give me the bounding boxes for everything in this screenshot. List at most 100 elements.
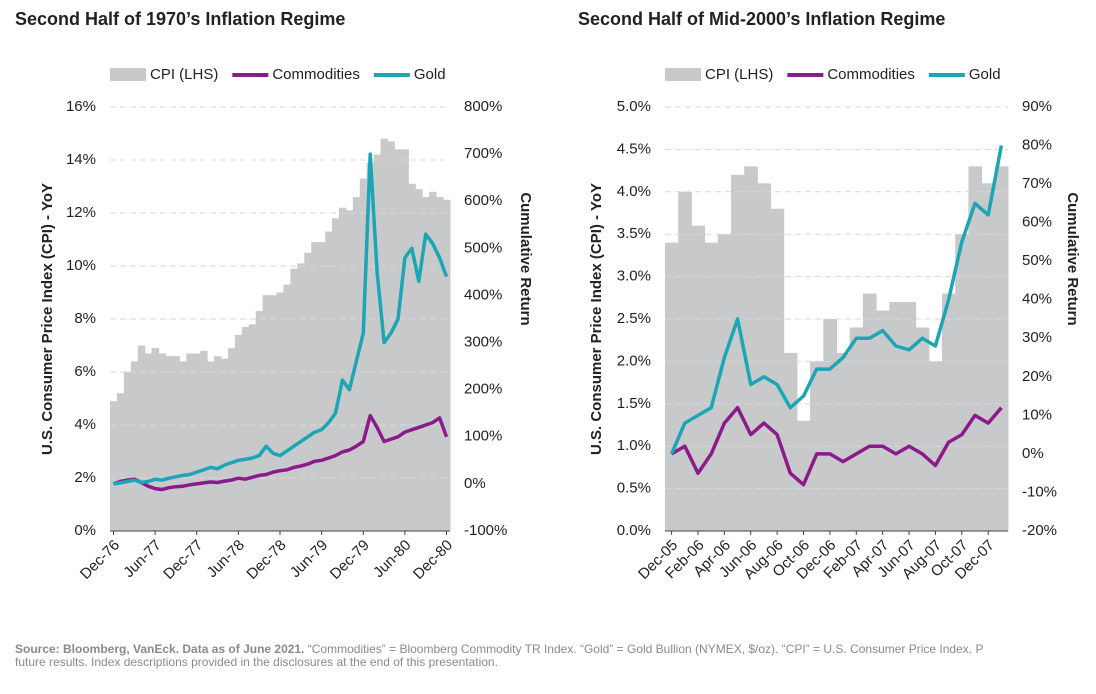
cpi-bar [151, 348, 160, 531]
legend-label: Commodities [827, 66, 915, 83]
cpi-bar [179, 361, 187, 531]
cpi-bar [981, 183, 996, 531]
y2-tick-label: 20% [1022, 368, 1052, 385]
cpi-bar [241, 326, 250, 531]
legend-label: Gold [969, 66, 1001, 83]
x-tick-label: Dec-79 [327, 537, 373, 583]
legend-label: CPI (LHS) [705, 66, 773, 83]
cpi-bar [665, 242, 679, 531]
y2-axis-title: Cumulative Return [1064, 192, 1081, 325]
cpi-bar [165, 356, 173, 531]
y2-tick-label: 100% [464, 428, 502, 445]
cpi-bar [227, 348, 236, 531]
y-tick-label: 16% [66, 98, 96, 115]
footnote-text: “Commodities” = Bloomberg Commodity TR I… [304, 642, 983, 656]
cpi-bar [338, 207, 347, 531]
cpi-bar [172, 356, 180, 531]
cpi-bar [123, 372, 132, 531]
y-tick-label: 0% [74, 522, 96, 539]
y2-tick-label: 600% [464, 192, 502, 209]
cpi-bar [255, 311, 264, 531]
y2-tick-label: 800% [464, 98, 502, 115]
legend-swatch [110, 68, 146, 81]
cpi-bar [366, 162, 375, 531]
y2-tick-label: 700% [464, 145, 502, 162]
y2-tick-label: 0% [1022, 445, 1044, 462]
y-tick-label: 8% [74, 310, 96, 327]
y-tick-label: 14% [66, 151, 96, 168]
cpi-bar [823, 319, 837, 531]
cpi-bar [408, 183, 416, 531]
cpi-bar [757, 183, 772, 531]
cpi-bar [889, 302, 903, 531]
series-line [670, 405, 1003, 487]
y2-tick-label: 200% [464, 381, 502, 398]
y-tick-label: 5.0% [617, 98, 651, 115]
cpi-bar [401, 149, 409, 531]
y-axis-title: U.S. Consumer Price Index (CPI) - YoY [39, 183, 56, 455]
legend-label: Gold [414, 66, 446, 83]
cpi-bar [691, 225, 706, 531]
y-axis-title: U.S. Consumer Price Index (CPI) - YoY [588, 183, 605, 455]
cpi-bar [283, 284, 291, 531]
y-tick-label: 4% [74, 416, 96, 433]
cpi-bar [269, 295, 278, 531]
cpi-bar [116, 393, 125, 531]
cpi-bar [968, 166, 983, 532]
cpi-bar [902, 302, 917, 531]
cpi-bar [290, 268, 298, 531]
cpi-bar [387, 141, 395, 531]
cpi-bar [436, 197, 444, 531]
footnote-line: future results. Index descriptions provi… [15, 655, 498, 669]
legend-label: Commodities [272, 66, 360, 83]
cpi-bar [193, 353, 201, 531]
x-tick-label: Jun-78 [204, 537, 248, 581]
y-tick-label: 3.5% [617, 225, 651, 242]
cpi-bar [137, 345, 146, 531]
cpi-bar [836, 352, 851, 531]
series-line [669, 145, 1004, 455]
y-tick-label: 12% [66, 204, 96, 221]
cpi-bar [221, 358, 229, 531]
cpi-bar [110, 401, 118, 531]
x-tick-label: Jun-80 [370, 537, 414, 581]
cpi-bar [332, 218, 340, 532]
y-tick-label: 4.0% [617, 183, 651, 200]
series-line [112, 413, 449, 492]
cpi-bar [443, 199, 451, 531]
cpi-bar [311, 242, 319, 531]
y2-tick-label: 80% [1022, 137, 1052, 154]
y2-tick-label: 90% [1022, 98, 1052, 115]
cpi-bar [144, 353, 153, 531]
y2-tick-label: 50% [1022, 252, 1052, 269]
cpi-bar [862, 293, 877, 531]
cpi-bar [422, 197, 430, 531]
cpi-bar [304, 252, 312, 531]
cpi-bar [942, 293, 956, 531]
x-tick-label: Jun-77 [120, 537, 164, 581]
cpi-bar [994, 166, 1009, 532]
x-tick-label: Dec-78 [243, 537, 289, 583]
y2-tick-label: 40% [1022, 291, 1052, 308]
x-tick-label: Dec-77 [160, 537, 206, 583]
footnote: Source: Bloomberg, VanEck. Data as of Ju… [15, 642, 983, 656]
cpi-bar [276, 292, 284, 531]
cpi-bar [429, 191, 437, 532]
cpi-bar [876, 310, 890, 531]
y-tick-label: 2.0% [617, 352, 651, 369]
y-tick-label: 0.0% [617, 522, 651, 539]
y-tick-label: 6% [74, 363, 96, 380]
chart-title: Second Half of Mid-2000’s Inflation Regi… [578, 9, 945, 29]
x-tick-label: Dec-80 [410, 537, 456, 583]
legend-label: CPI (LHS) [150, 66, 218, 83]
cpi-bar [730, 174, 745, 531]
y-tick-label: 2.5% [617, 310, 651, 327]
y2-tick-label: -10% [1022, 483, 1057, 500]
cpi-bar [234, 334, 243, 531]
cpi-bar [248, 324, 257, 531]
y-tick-label: 2% [74, 469, 96, 486]
cpi-bar [200, 350, 208, 531]
y2-tick-label: 400% [464, 286, 502, 303]
cpi-bar [207, 361, 215, 531]
